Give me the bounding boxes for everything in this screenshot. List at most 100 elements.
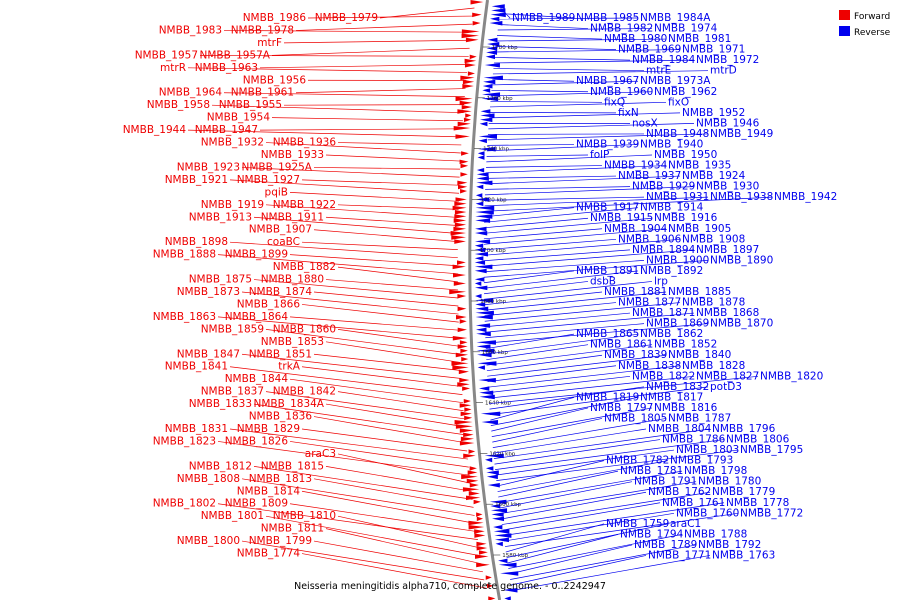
gene-label: NMBB_1864 xyxy=(225,311,289,323)
reverse-gene-glyph xyxy=(481,420,499,425)
gene-label: NMBB_1904 xyxy=(604,223,668,235)
label-leader-line xyxy=(497,35,603,40)
reverse-gene-glyph xyxy=(478,138,487,144)
label-leader-line xyxy=(484,196,709,207)
forward-gene-glyph xyxy=(474,529,485,534)
scale-tick-label: 1760 kbp xyxy=(487,96,513,102)
label-leader-line xyxy=(253,216,459,234)
gene-label: NMBB_1955 xyxy=(219,99,282,111)
label-leader-line xyxy=(301,179,460,186)
forward-gene-glyph xyxy=(452,365,469,370)
gene-label: NMBB_1979 xyxy=(315,12,378,24)
reverse-gene-glyph xyxy=(474,256,484,261)
label-leader-line xyxy=(507,534,619,564)
label-leader-line xyxy=(504,512,675,542)
gene-label: NMBB_1949 xyxy=(710,128,773,140)
label-leader-line xyxy=(223,92,465,97)
label-leader-line xyxy=(486,354,603,372)
gene-label: fixQ xyxy=(604,96,625,108)
label-leader-line xyxy=(498,24,589,29)
reverse-gene-glyph xyxy=(494,533,512,538)
label-leader-line xyxy=(495,49,681,53)
reverse-gene-glyph xyxy=(490,16,500,22)
reverse-gene-glyph xyxy=(478,134,498,139)
label-leader-line xyxy=(494,57,631,61)
gene-label: NMBB_1936 xyxy=(273,137,337,149)
gene-label: NMBB_1908 xyxy=(682,233,745,245)
forward-gene-glyph xyxy=(469,466,477,471)
gene-label: NMBB_1844 xyxy=(225,373,289,385)
reverse-gene-glyph xyxy=(502,588,518,593)
reverse-gene-glyph xyxy=(475,315,493,320)
forward-gene-glyph xyxy=(476,562,490,568)
label-leader-line xyxy=(486,344,589,361)
gene-label: NMBB_1851 xyxy=(249,348,312,360)
forward-gene-glyph xyxy=(459,428,474,433)
reverse-gene-glyph xyxy=(477,365,485,370)
label-leader-line xyxy=(485,186,631,190)
gene-label: NMBB_1800 xyxy=(177,535,240,547)
label-leader-line xyxy=(265,515,481,557)
reverse-gene-glyph xyxy=(474,260,486,265)
reverse-gene-glyph xyxy=(474,231,488,236)
label-leader-line xyxy=(500,481,697,514)
forward-gene-glyph xyxy=(457,109,472,114)
gene-label: NMBB_1842 xyxy=(273,386,336,398)
label-leader-line xyxy=(313,229,458,242)
label-leader-line xyxy=(485,333,575,350)
gene-label: NMBB_1779 xyxy=(712,486,775,498)
reverse-gene-glyph xyxy=(475,214,493,219)
gene-label: NMBB_1913 xyxy=(189,211,252,223)
forward-gene-glyph xyxy=(462,79,475,85)
gene-label: NMBB_1832 xyxy=(646,381,709,393)
gene-label: folP xyxy=(590,149,609,161)
forward-gene-glyph xyxy=(467,470,478,475)
forward-gene-glyph xyxy=(468,525,485,530)
gene-label: NMBB_1924 xyxy=(682,170,746,182)
label-leader-line xyxy=(187,67,468,73)
gene-label: NMBB_1803 xyxy=(676,444,739,456)
label-leader-line xyxy=(487,354,667,377)
forward-gene-glyph xyxy=(462,84,474,89)
gene-label: NMBB_1866 xyxy=(237,298,301,310)
forward-gene-glyph xyxy=(468,520,484,526)
gene-label: NMBB_1847 xyxy=(177,348,240,360)
reverse-gene-glyph xyxy=(485,457,493,463)
gene-label: mtrD xyxy=(710,65,737,77)
gene-label: NMBB_1808 xyxy=(177,473,240,485)
gene-label: NMBB_1831 xyxy=(165,423,228,435)
gene-label: NMBB_1898 xyxy=(165,236,228,248)
forward-gene-glyph xyxy=(468,449,476,454)
reverse-gene-glyph xyxy=(475,201,484,207)
reverse-gene-glyph xyxy=(495,541,503,547)
reverse-gene-glyph xyxy=(487,483,500,488)
reverse-gene-glyph xyxy=(475,323,491,328)
gene-label: NMBB_1787 xyxy=(668,412,731,424)
scale-tick-label: 1700 kbp xyxy=(480,248,506,254)
gene-label: NMBB_1897 xyxy=(696,244,759,256)
gene-label: NMBB_1788 xyxy=(684,528,747,540)
gene-label: NMBB_1870 xyxy=(710,318,773,330)
forward-gene-glyph xyxy=(459,378,470,383)
reverse-gene-glyph xyxy=(486,470,499,475)
gene-label: NMBB_1827 xyxy=(696,370,759,382)
gene-label: NMBB_1859 xyxy=(201,323,264,335)
forward-gene-glyph xyxy=(457,327,468,333)
label-leader-line xyxy=(307,15,474,19)
gene-label: NMBB_1823 xyxy=(153,435,216,447)
label-leader-line xyxy=(483,249,695,267)
forward-gene-glyph xyxy=(457,121,471,127)
label-leader-line xyxy=(498,470,683,503)
label-leader-line xyxy=(313,167,460,170)
scale-tick-label: 1620 kbp xyxy=(489,451,515,457)
label-leader-line xyxy=(490,91,653,97)
reverse-gene-glyph xyxy=(476,172,489,177)
gene-label: nosX xyxy=(632,117,658,129)
label-leader-line xyxy=(509,544,633,575)
gene-label: NMBB_1829 xyxy=(237,423,300,435)
reverse-gene-glyph xyxy=(485,54,496,60)
gene-label: fixN xyxy=(618,107,639,119)
reverse-gene-glyph xyxy=(476,180,493,186)
gene-label: NMBB_1892 xyxy=(640,265,703,277)
